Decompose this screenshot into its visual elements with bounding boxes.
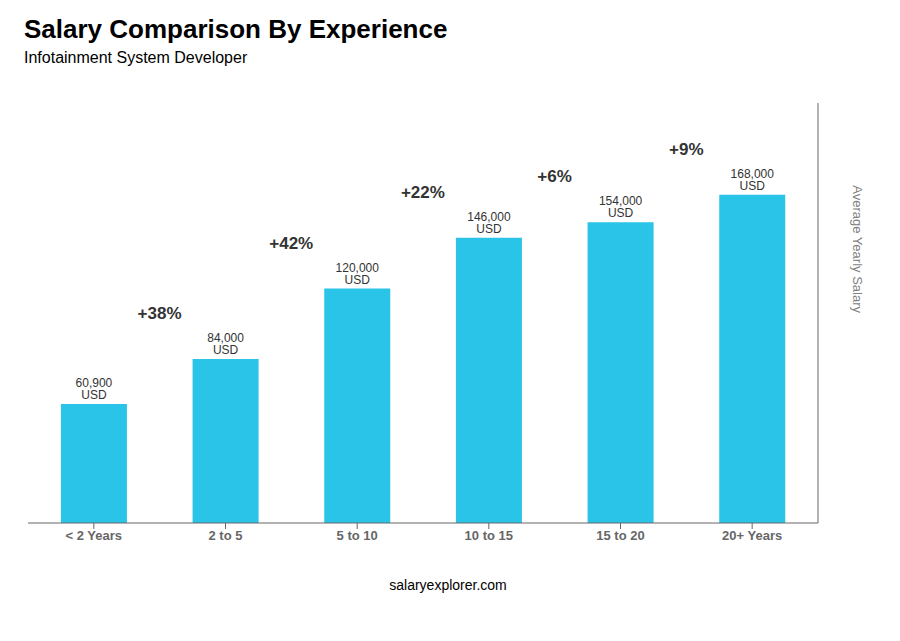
svg-text:5 to 10: 5 to 10: [337, 528, 378, 543]
svg-text:+9%: +9%: [669, 140, 704, 159]
svg-text:+38%: +38%: [138, 304, 182, 323]
svg-text:10 to 15: 10 to 15: [465, 528, 513, 543]
svg-text:< 2 Years: < 2 Years: [66, 528, 123, 543]
svg-text:84,000USD: 84,000USD: [207, 331, 244, 357]
svg-text:+22%: +22%: [401, 183, 445, 202]
html-text:salaryexplorer.com: salaryexplorer.com: [389, 577, 507, 593]
svg-text:146,000USD: 146,000USD: [467, 210, 511, 236]
html-text:Infotainment System Developer: Infotainment System Developer: [24, 49, 248, 66]
svg-text:15 to 20: 15 to 20: [596, 528, 644, 543]
svg-text:+6%: +6%: [537, 167, 572, 186]
svg-text:154,000USD: 154,000USD: [599, 194, 643, 220]
svg-text:2 to 5: 2 to 5: [209, 528, 243, 543]
svg-text:+42%: +42%: [269, 234, 313, 253]
svg-text:Average Yearly Salary: Average Yearly Salary: [850, 185, 865, 313]
html-text:Salary Comparison By Experienc: Salary Comparison By Experience: [24, 14, 448, 44]
svg-text:168,000USD: 168,000USD: [731, 167, 775, 193]
svg-text:20+ Years: 20+ Years: [722, 528, 782, 543]
svg-text:120,000USD: 120,000USD: [336, 261, 380, 287]
svg-text:60,900USD: 60,900USD: [76, 376, 113, 402]
